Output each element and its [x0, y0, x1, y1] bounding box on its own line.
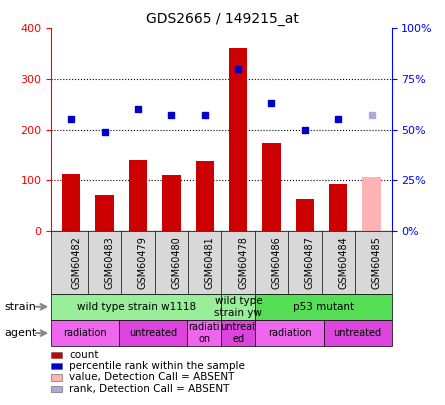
Text: untreat
ed: untreat ed — [220, 322, 256, 344]
Bar — [95, 196, 114, 231]
Text: GDS2665 / 149215_at: GDS2665 / 149215_at — [146, 12, 299, 26]
Text: value, Detection Call = ABSENT: value, Detection Call = ABSENT — [69, 373, 235, 382]
Bar — [162, 175, 181, 231]
Text: GSM60483: GSM60483 — [105, 236, 114, 289]
Bar — [255, 320, 324, 346]
Bar — [255, 294, 392, 320]
Bar — [222, 294, 255, 320]
Bar — [195, 162, 214, 231]
Bar — [329, 184, 348, 231]
Text: GSM60480: GSM60480 — [171, 236, 181, 289]
Text: radiation: radiation — [267, 328, 312, 338]
Text: GSM60478: GSM60478 — [238, 236, 248, 289]
Text: wild type strain w1118: wild type strain w1118 — [77, 302, 196, 312]
Text: untreated: untreated — [333, 328, 382, 338]
Text: GSM60486: GSM60486 — [271, 236, 281, 289]
Text: rank, Detection Call = ABSENT: rank, Detection Call = ABSENT — [69, 384, 229, 394]
Bar — [295, 199, 314, 231]
Text: percentile rank within the sample: percentile rank within the sample — [69, 361, 245, 371]
Bar — [62, 174, 81, 231]
Bar — [362, 177, 381, 231]
Bar — [129, 160, 147, 231]
Bar — [222, 320, 255, 346]
Text: wild type
strain yw: wild type strain yw — [214, 296, 263, 318]
Bar — [51, 294, 222, 320]
Text: p53 mutant: p53 mutant — [293, 302, 354, 312]
Text: GSM60481: GSM60481 — [205, 236, 214, 289]
Text: GSM60487: GSM60487 — [305, 236, 315, 289]
Text: radiation: radiation — [63, 328, 107, 338]
Text: untreated: untreated — [129, 328, 178, 338]
Bar — [262, 143, 281, 231]
Text: radiati
on: radiati on — [189, 322, 220, 344]
Bar — [324, 320, 392, 346]
Text: agent: agent — [4, 328, 37, 338]
Text: GSM60484: GSM60484 — [338, 236, 348, 289]
Text: count: count — [69, 350, 98, 360]
Bar — [229, 47, 247, 231]
Text: strain: strain — [4, 302, 36, 312]
Bar — [51, 320, 119, 346]
Text: GSM60479: GSM60479 — [138, 236, 148, 289]
Text: GSM60482: GSM60482 — [71, 236, 81, 289]
Bar — [119, 320, 187, 346]
Bar — [187, 320, 222, 346]
Text: GSM60485: GSM60485 — [372, 236, 381, 289]
